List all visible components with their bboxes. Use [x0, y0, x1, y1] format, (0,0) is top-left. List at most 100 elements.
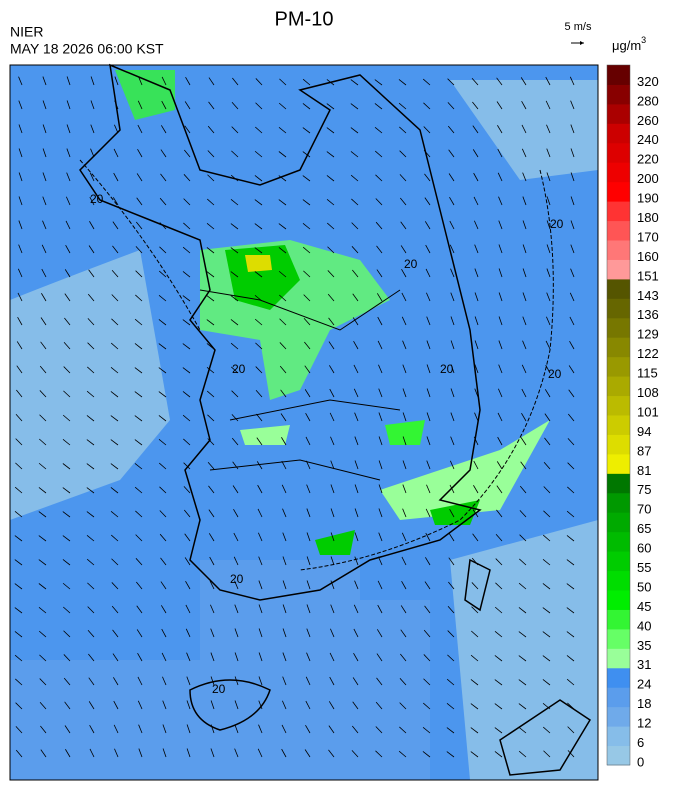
wind-arrow [162, 748, 167, 758]
wind-arrow [230, 223, 239, 230]
wind-arrow [14, 654, 23, 662]
wind-arrow [16, 365, 23, 374]
wind-arrow [494, 631, 503, 638]
wind-arrow [134, 415, 143, 422]
wind-arrow [255, 78, 263, 86]
colorbar-label: 40 [637, 618, 651, 633]
wind-arrow [377, 316, 383, 326]
wind-arrow [351, 198, 359, 206]
wind-arrow [234, 580, 239, 590]
wind-arrow [230, 342, 239, 350]
wind-arrow [62, 487, 71, 494]
colorbar-label: 122 [637, 346, 659, 361]
wind-arrow [473, 485, 479, 494]
wind-arrow [447, 654, 455, 662]
colorbar-label: 280 [637, 93, 659, 108]
wind-arrow [159, 486, 167, 494]
wind-arrow [88, 653, 95, 662]
wind-arrow [474, 292, 479, 302]
wind-arrow [401, 269, 407, 278]
wind-arrow [567, 462, 575, 470]
wind-arrow [304, 749, 311, 758]
wind-arrow [41, 268, 47, 278]
field-mid [240, 425, 290, 445]
wind-arrow [114, 100, 119, 110]
wind-arrow [63, 677, 71, 686]
wind-arrow [518, 582, 527, 590]
wind-arrow [114, 124, 119, 134]
wind-arrow [15, 726, 23, 734]
wind-arrow [182, 295, 191, 302]
wind-arrow [65, 196, 71, 206]
wind-arrow [303, 318, 311, 326]
wind-arrow [278, 102, 287, 110]
wind-arrow [64, 725, 71, 734]
wind-arrow [426, 436, 431, 446]
wind-arrow [423, 678, 431, 686]
wind-arrow [110, 367, 119, 374]
wind-arrow [472, 509, 479, 518]
wind-arrow [375, 221, 383, 230]
wind-arrow [570, 220, 575, 230]
wind-arrow [399, 678, 407, 686]
wind-arrow [158, 294, 167, 302]
wind-arrow [375, 750, 383, 758]
wind-arrow [378, 364, 383, 374]
wind-arrow [110, 463, 119, 470]
wind-arrow [542, 655, 551, 662]
wind-arrow [304, 341, 311, 350]
wind-arrow [520, 461, 527, 470]
wind-arrow [137, 124, 143, 134]
field-mid [115, 70, 175, 120]
wind-arrow [110, 391, 119, 398]
colorbar-segment [607, 103, 630, 124]
wind-arrow [448, 581, 455, 590]
colorbar-label: 45 [637, 599, 651, 614]
wind-arrow [183, 486, 191, 494]
wind-arrow [135, 294, 143, 302]
wind-arrow [398, 102, 407, 110]
colorbar-label: 50 [637, 579, 651, 594]
wind-arrow [498, 292, 503, 302]
wind-arrow [39, 414, 47, 422]
colorbar-segment [607, 745, 630, 766]
wind-arrow [15, 438, 23, 446]
wind-arrow [18, 244, 23, 254]
wind-arrow [424, 581, 431, 590]
wind-arrow [161, 628, 167, 638]
wind-arrow [426, 316, 431, 326]
colorbar-label: 240 [637, 132, 659, 147]
wind-arrow [522, 292, 527, 302]
wind-arrow [258, 604, 263, 614]
wind-arrow [546, 220, 551, 230]
wind-arrow [86, 390, 95, 398]
wind-arrow [232, 77, 239, 86]
wind-arrow [447, 102, 455, 110]
wind-arrow [546, 172, 551, 182]
wind-arrow [16, 341, 23, 350]
wind-arrow [87, 630, 95, 638]
wind-arrow [159, 510, 167, 518]
colorbar-segment [607, 84, 630, 105]
wind-arrow [207, 438, 215, 446]
wind-arrow [494, 703, 503, 710]
wind-arrow [376, 653, 383, 662]
wind-arrow [446, 751, 455, 758]
agency: NIER [10, 24, 43, 40]
wind-arrow [447, 125, 455, 134]
wind-arrow [89, 196, 95, 206]
wind-arrow [521, 148, 527, 158]
wind-arrow [66, 124, 71, 134]
wind-arrow [231, 414, 239, 422]
wind-arrow [182, 391, 191, 398]
wind-arrow [183, 222, 191, 230]
wind-arrow [473, 220, 479, 230]
wind-arrow [15, 702, 23, 710]
wind-arrow [87, 582, 95, 590]
wind-arrow [378, 532, 383, 542]
wind-arrow [399, 197, 407, 206]
wind-arrow [425, 532, 431, 542]
wind-arrow [184, 149, 191, 158]
wind-arrow [354, 484, 359, 494]
wind-arrow [570, 268, 575, 278]
